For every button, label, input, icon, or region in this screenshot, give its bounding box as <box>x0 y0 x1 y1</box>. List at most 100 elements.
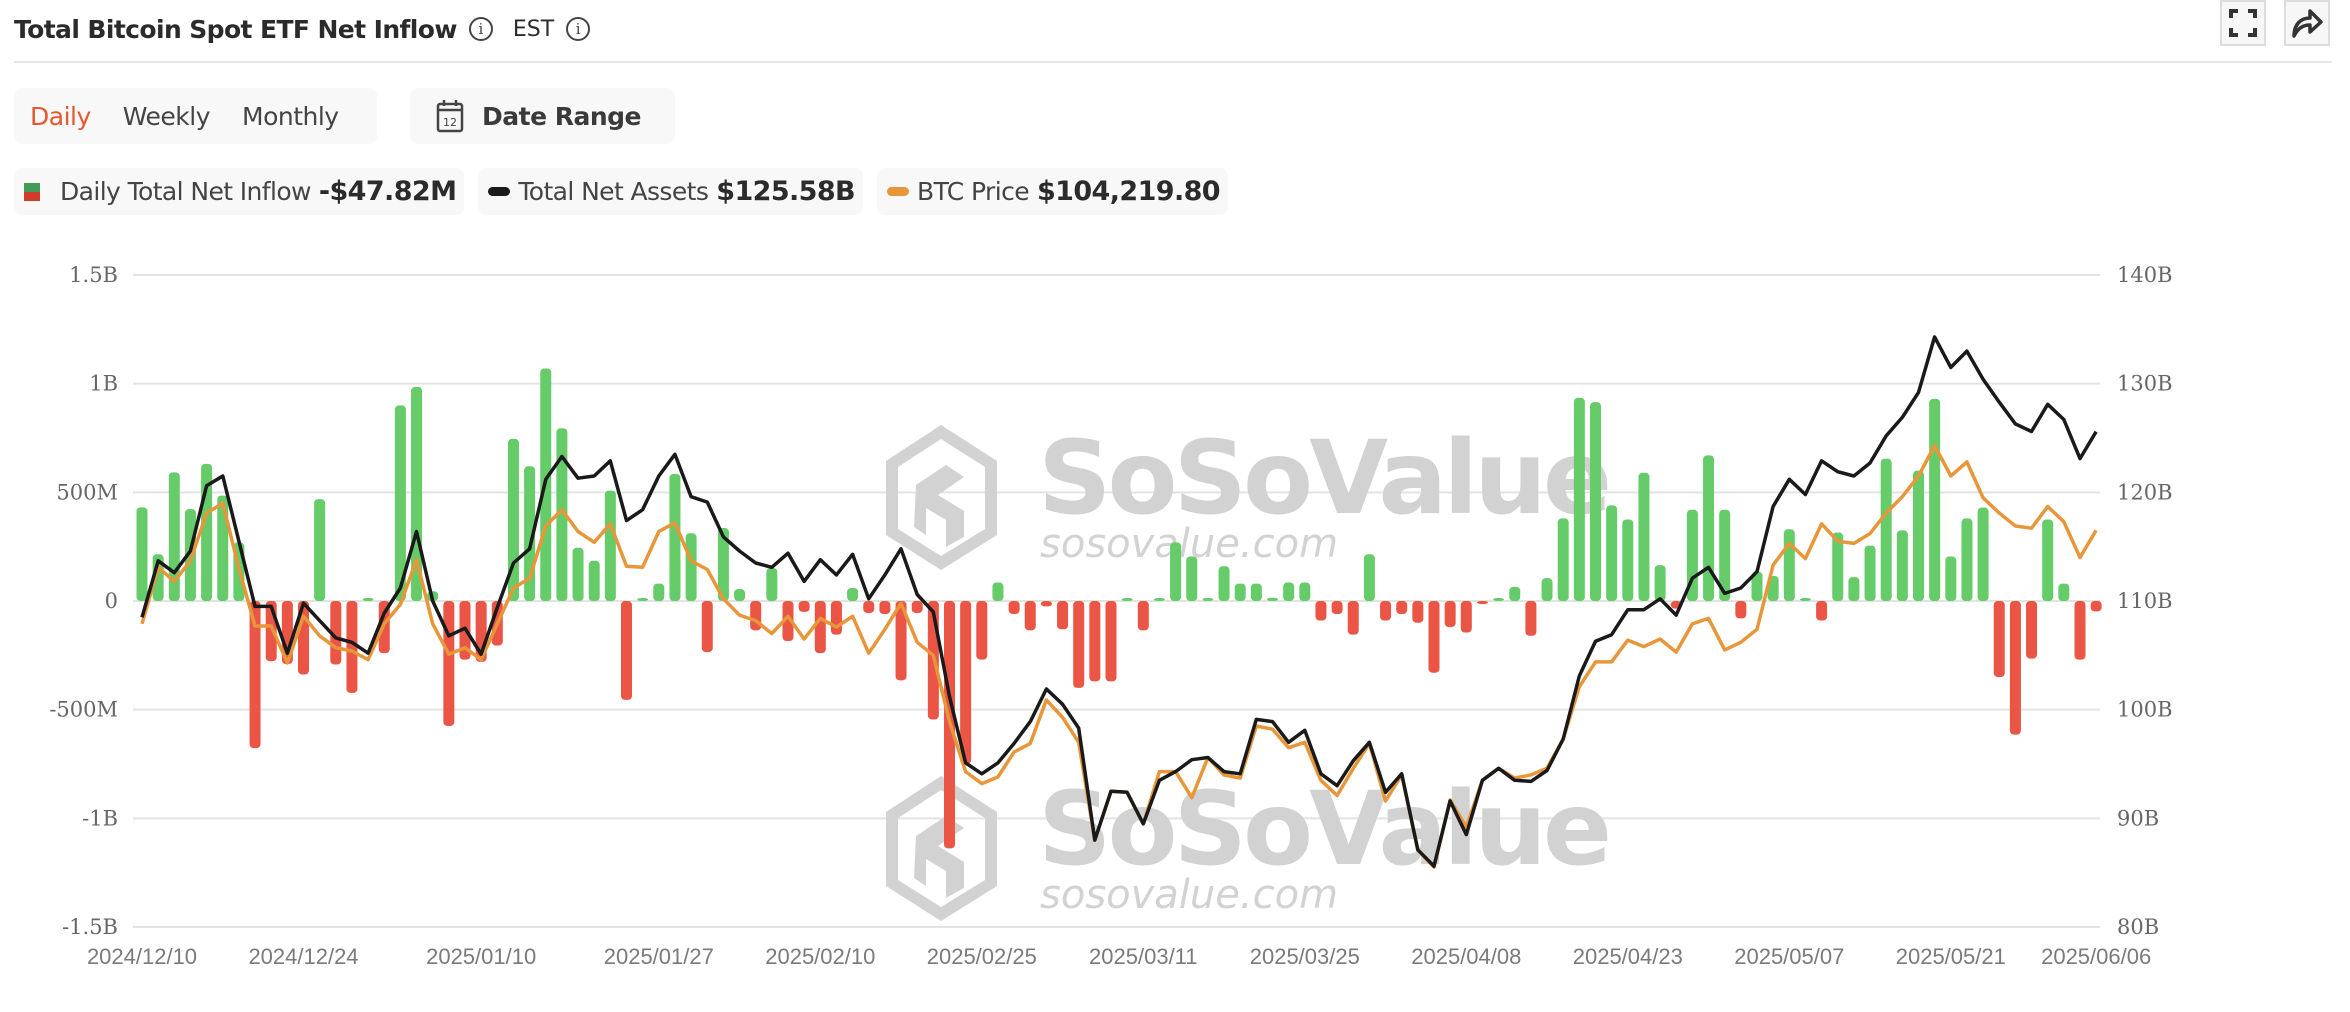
inflow-bar[interactable] <box>1428 601 1440 673</box>
inflow-bar[interactable] <box>814 601 826 654</box>
inflow-bar[interactable] <box>1363 554 1375 601</box>
inflow-bar[interactable] <box>2058 583 2070 601</box>
inflow-bar[interactable] <box>2042 519 2054 602</box>
inflow-bar[interactable] <box>637 598 649 601</box>
period-weekly[interactable]: Weekly <box>122 101 211 131</box>
inflow-bar[interactable] <box>863 601 875 613</box>
inflow-bar[interactable] <box>362 598 374 601</box>
inflow-bar[interactable] <box>588 560 600 601</box>
inflow-bar[interactable] <box>2090 601 2102 612</box>
inflow-bar[interactable] <box>1606 505 1618 601</box>
inflow-bar[interactable] <box>1299 582 1311 601</box>
inflow-bar[interactable] <box>1783 529 1795 601</box>
inflow-bar[interactable] <box>1961 518 1973 601</box>
inflow-bar[interactable] <box>1073 601 1085 688</box>
inflow-bar[interactable] <box>184 509 196 601</box>
info-icon[interactable]: i <box>468 17 493 41</box>
inflow-bar[interactable] <box>1460 601 1472 633</box>
inflow-bar[interactable] <box>1993 601 2005 678</box>
inflow-bar[interactable] <box>2074 601 2086 660</box>
inflow-bar[interactable] <box>1137 601 1149 631</box>
inflow-bar[interactable] <box>1929 398 1941 601</box>
inflow-bar[interactable] <box>249 601 261 749</box>
inflow-bar[interactable] <box>830 601 842 635</box>
inflow-bar[interactable] <box>895 601 907 681</box>
inflow-bar[interactable] <box>1331 601 1343 615</box>
inflow-bar[interactable] <box>1234 583 1246 601</box>
inflow-bar[interactable] <box>1541 578 1553 601</box>
inflow-bar[interactable] <box>1153 598 1165 601</box>
period-daily[interactable]: Daily <box>30 101 91 131</box>
inflow-bar[interactable] <box>1121 598 1133 601</box>
inflow-bar[interactable] <box>1218 566 1230 601</box>
inflow-bar[interactable] <box>1024 601 1036 631</box>
inflow-bar[interactable] <box>1590 402 1601 601</box>
inflow-bar[interactable] <box>701 601 713 653</box>
inflow-bar[interactable] <box>1703 455 1715 601</box>
inflow-bar[interactable] <box>1848 577 1860 601</box>
inflow-bar[interactable] <box>1267 597 1278 601</box>
inflow-bar[interactable] <box>394 405 406 601</box>
inflow-bar[interactable] <box>766 567 778 601</box>
inflow-bar[interactable] <box>976 601 988 660</box>
net-inflow-bars[interactable] <box>136 368 2102 849</box>
legend-item-btc-price[interactable]: BTC Price $104,219.80 <box>877 168 1228 215</box>
inflow-bar[interactable] <box>960 601 972 764</box>
inflow-bar[interactable] <box>1913 470 1924 601</box>
inflow-bar[interactable] <box>1444 601 1456 628</box>
inflow-bar[interactable] <box>1719 509 1731 601</box>
inflow-bar[interactable] <box>782 601 794 641</box>
inflow-bar[interactable] <box>621 601 632 700</box>
inflow-bar[interactable] <box>1202 598 1214 601</box>
inflow-bar[interactable] <box>1283 582 1295 601</box>
inflow-bar[interactable] <box>1509 586 1521 601</box>
inflow-bar[interactable] <box>879 601 891 615</box>
inflow-bar[interactable] <box>1832 532 1844 601</box>
inflow-bar[interactable] <box>217 495 229 601</box>
inflow-bar[interactable] <box>1799 598 1811 601</box>
inflow-bar[interactable] <box>734 589 746 601</box>
inflow-bar[interactable] <box>1186 556 1198 601</box>
legend-item-net-inflow[interactable]: Daily Total Net Inflow -$47.82M <box>14 168 465 215</box>
inflow-bar[interactable] <box>1412 601 1424 623</box>
timezone-info-icon[interactable]: i <box>566 17 591 41</box>
inflow-bar[interactable] <box>1040 601 1052 607</box>
inflow-bar[interactable] <box>1573 397 1585 601</box>
inflow-bar[interactable] <box>1525 601 1537 636</box>
inflow-bar[interactable] <box>1622 519 1634 602</box>
inflow-bar[interactable] <box>1977 507 1989 601</box>
fullscreen-button[interactable] <box>2220 0 2266 46</box>
inflow-bar[interactable] <box>1557 518 1569 601</box>
inflow-bar[interactable] <box>1896 530 1908 601</box>
inflow-bar[interactable] <box>847 587 859 601</box>
inflow-bar[interactable] <box>1105 601 1117 682</box>
inflow-bar[interactable] <box>685 533 697 601</box>
inflow-bar[interactable] <box>1396 601 1408 615</box>
inflow-bar[interactable] <box>798 601 810 612</box>
inflow-bar[interactable] <box>136 507 148 601</box>
inflow-bar[interactable] <box>669 473 681 601</box>
inflow-bar[interactable] <box>314 499 326 601</box>
inflow-bar[interactable] <box>1315 601 1327 621</box>
inflow-bar[interactable] <box>1880 458 1892 601</box>
inflow-bar[interactable] <box>2009 601 2021 735</box>
combo-chart[interactable]: 1.5B 1B 500M 0 -500M -1B -1.5B 140B 130B 120B 110… <box>0 240 2350 1012</box>
inflow-bar[interactable] <box>1057 601 1069 630</box>
inflow-bar[interactable] <box>1751 571 1763 601</box>
inflow-bar[interactable] <box>1380 601 1392 621</box>
inflow-bar[interactable] <box>911 601 923 613</box>
date-range-button[interactable]: 12 Date Range <box>410 88 675 144</box>
legend-item-net-assets[interactable]: Total Net Assets $125.58B <box>478 168 864 215</box>
inflow-bar[interactable] <box>1170 542 1182 601</box>
inflow-bar[interactable] <box>346 601 358 693</box>
inflow-bar[interactable] <box>717 527 729 601</box>
inflow-bar[interactable] <box>2026 601 2038 659</box>
inflow-bar[interactable] <box>1735 601 1747 619</box>
inflow-bar[interactable] <box>1654 565 1666 601</box>
net-assets-line[interactable] <box>140 335 2098 868</box>
inflow-bar[interactable] <box>556 428 568 601</box>
inflow-bar[interactable] <box>604 490 616 601</box>
inflow-bar[interactable] <box>653 583 665 601</box>
inflow-bar[interactable] <box>572 547 584 601</box>
inflow-bar[interactable] <box>1864 545 1876 601</box>
